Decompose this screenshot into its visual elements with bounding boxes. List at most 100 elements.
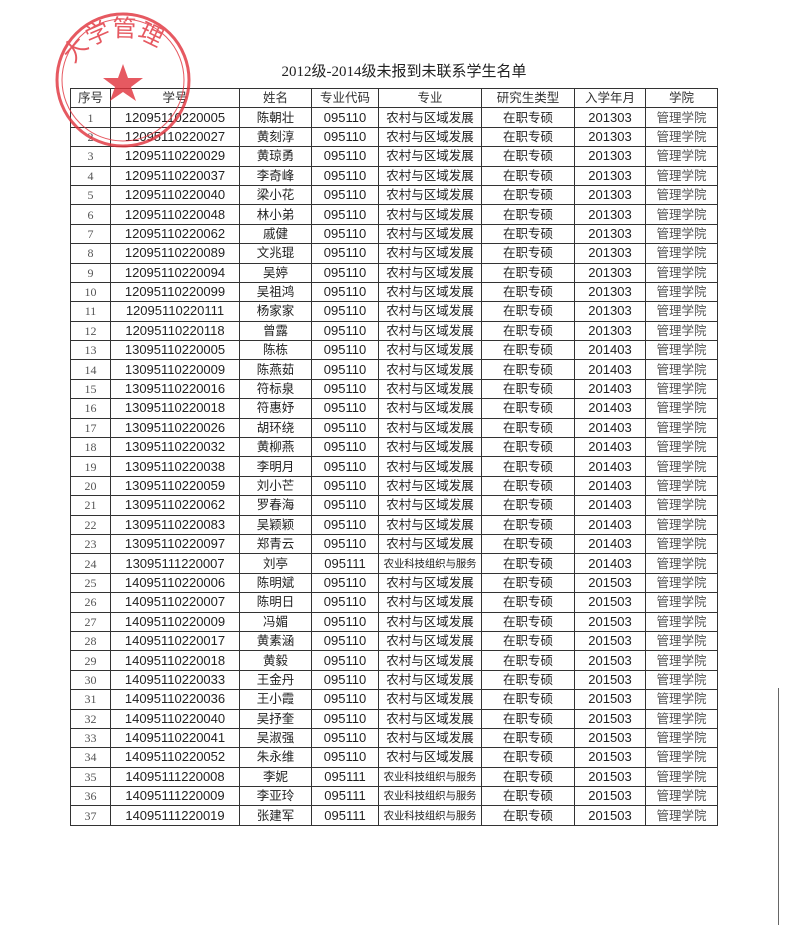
major-code-cell: 095110 [311,243,379,264]
student-name-cell: 吴祖鸿 [239,281,312,303]
table-row: 16 13095110220018 符惠妤 095110 农村与区域发展 在职专硕 2014… [70,398,718,419]
major-cell: 农村与区域发展 [378,475,482,497]
row-number-cell: 16 [70,398,111,419]
student-type-cell: 在职专硕 [481,592,575,613]
school-cell: 管理学院 [645,320,718,342]
school-cell: 管理学院 [645,747,718,768]
school-cell: 管理学院 [645,281,718,303]
enrollment-month-cell: 201503 [574,786,646,807]
major-code-cell: 095111 [311,553,379,574]
major-cell: 农业科技组织与服务 [378,766,482,788]
school-cell: 管理学院 [645,805,718,826]
table-row: 24 13095111220007 刘亭 095111 农业科技组织与服务 在职专硕 201… [70,553,718,574]
major-code-cell: 095110 [311,320,379,342]
row-number-cell: 27 [70,611,111,632]
table-row: 21 13095110220062 罗春海 095110 农村与区域发展 在职专硕 2014… [70,495,718,516]
enrollment-month-cell: 201403 [574,437,646,458]
table-row: 3 12095110220029 黄琼勇 095110 农村与区域发展 在职专硕 20130… [70,146,718,167]
row-number-cell: 22 [70,514,111,535]
student-id-cell: 14095111220009 [110,786,240,807]
row-number-cell: 2 [70,126,111,148]
major-code-cell: 095110 [311,184,379,206]
row-number-cell: 35 [70,766,111,788]
table-row: 2 12095110220027 黄刻淳 095110 农村与区域发展 在职专硕 20130… [70,126,718,148]
student-name-cell: 吴抒奎 [239,708,312,729]
table-row: 23 13095110220097 郑青云 095110 农村与区域发展 在职专硕 2014… [70,533,718,555]
row-number-cell: 1 [70,107,111,128]
student-name-cell: 胡环绕 [239,417,312,439]
major-cell: 农村与区域发展 [378,281,482,303]
row-number-cell: 18 [70,437,111,458]
student-type-cell: 在职专硕 [481,359,575,380]
major-code-cell: 095110 [311,146,379,167]
student-list-table: 序号 学号 姓名 专业代码 专业 研究生类型 入学年月 学院 1 12095110220005 陈… [70,87,718,826]
school-cell: 管理学院 [645,514,718,535]
major-cell: 农村与区域发展 [378,165,482,186]
major-code-cell: 095111 [311,805,379,826]
school-cell: 管理学院 [645,359,718,380]
student-id-cell: 13095110220097 [110,533,240,555]
table-row: 7 12095110220062 戚健 095110 农村与区域发展 在职专硕 201303… [70,223,718,245]
table-row: 30 14095110220033 王金丹 095110 农村与区域发展 在职专硕 2015… [70,669,718,691]
major-code-cell: 095110 [311,456,379,477]
student-type-cell: 在职专硕 [481,475,575,497]
school-cell: 管理学院 [645,495,718,516]
major-cell: 农村与区域发展 [378,727,482,749]
student-type-cell: 在职专硕 [481,650,575,671]
row-number-cell: 26 [70,592,111,613]
major-cell: 农村与区域发展 [378,611,482,632]
student-id-cell: 14095110220041 [110,727,240,749]
student-id-cell: 12095110220027 [110,126,240,148]
student-type-cell: 在职专硕 [481,766,575,788]
student-type-cell: 在职专硕 [481,708,575,729]
enrollment-month-cell: 201303 [574,262,646,283]
major-cell: 农村与区域发展 [378,417,482,439]
school-cell: 管理学院 [645,398,718,419]
school-cell: 管理学院 [645,611,718,632]
row-number-cell: 5 [70,184,111,206]
student-name-cell: 张建军 [239,805,312,826]
school-cell: 管理学院 [645,786,718,807]
student-id-cell: 12095110220048 [110,204,240,225]
student-type-cell: 在职专硕 [481,165,575,186]
column-header: 研究生类型 [481,87,575,109]
table-row: 10 12095110220099 吴祖鸿 095110 农村与区域发展 在职专硕 2013… [70,281,718,303]
student-id-cell: 12095110220005 [110,107,240,128]
column-header: 专业代码 [311,87,379,109]
student-name-cell: 符惠妤 [239,398,312,419]
major-cell: 农村与区域发展 [378,592,482,613]
row-number-cell: 14 [70,359,111,380]
major-cell: 农村与区域发展 [378,126,482,148]
major-cell: 农村与区域发展 [378,243,482,264]
major-cell: 农业科技组织与服务 [378,805,482,826]
major-cell: 农村与区域发展 [378,456,482,477]
major-cell: 农村与区域发展 [378,669,482,691]
student-id-cell: 12095110220089 [110,243,240,264]
student-name-cell: 刘小芒 [239,475,312,497]
enrollment-month-cell: 201303 [574,165,646,186]
column-header: 姓名 [239,87,312,109]
student-id-cell: 12095110220062 [110,223,240,245]
enrollment-month-cell: 201303 [574,184,646,206]
row-number-cell: 37 [70,805,111,826]
school-cell: 管理学院 [645,708,718,729]
row-number-cell: 20 [70,475,111,497]
student-id-cell: 13095110220018 [110,398,240,419]
row-number-cell: 17 [70,417,111,439]
student-type-cell: 在职专硕 [481,805,575,826]
row-number-cell: 31 [70,689,111,710]
student-type-cell: 在职专硕 [481,669,575,691]
student-name-cell: 李明月 [239,456,312,477]
enrollment-month-cell: 201503 [574,805,646,826]
column-header: 学号 [110,87,240,109]
major-cell: 农村与区域发展 [378,378,482,400]
row-number-cell: 15 [70,378,111,400]
student-name-cell: 吴淑强 [239,727,312,749]
student-type-cell: 在职专硕 [481,533,575,555]
table-row: 25 14095110220006 陈明斌 095110 农村与区域发展 在职专硕 2015… [70,572,718,594]
table-row: 36 14095111220009 李亚玲 095111 农业科技组织与服务 在职专硕 20… [70,786,718,807]
row-number-cell: 30 [70,669,111,691]
enrollment-month-cell: 201403 [574,398,646,419]
table-row: 5 12095110220040 梁小花 095110 农村与区域发展 在职专硕 20130… [70,184,718,206]
student-name-cell: 李奇峰 [239,165,312,186]
